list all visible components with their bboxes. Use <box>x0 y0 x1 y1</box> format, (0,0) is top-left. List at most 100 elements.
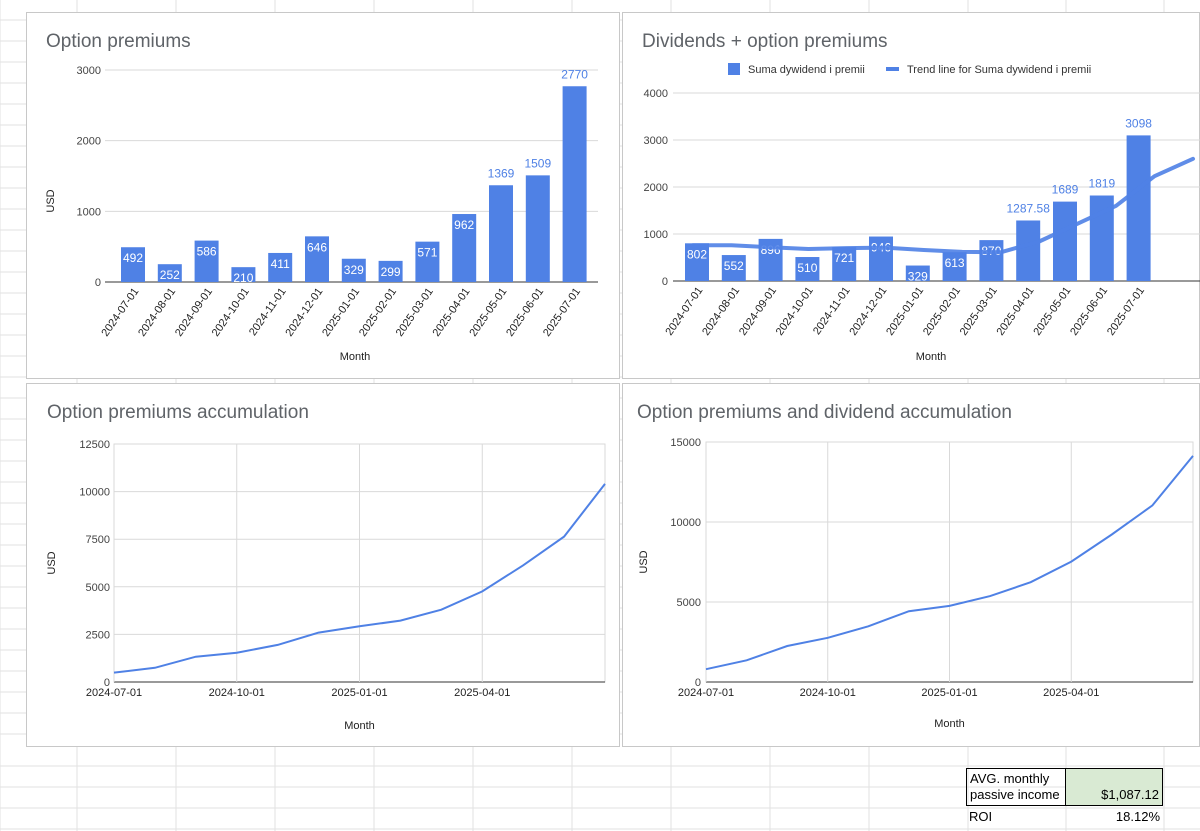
bar <box>1126 135 1151 281</box>
data-label: 1369 <box>488 166 515 180</box>
x-axis-label: Month <box>934 718 965 730</box>
x-tick-label: 2025-02-01 <box>921 285 963 338</box>
avg-income-label-cell[interactable]: AVG. monthly passive income <box>966 768 1066 806</box>
y-tick-label: 3000 <box>644 135 668 147</box>
y-tick-label: 0 <box>104 677 110 689</box>
bar <box>157 264 182 282</box>
x-tick-label: 2024-12-01 <box>283 286 325 339</box>
data-label: 1689 <box>1052 183 1079 197</box>
data-label: 646 <box>307 240 327 254</box>
trend-line <box>691 156 1195 255</box>
x-tick-label: 2025-04-01 <box>1043 687 1099 699</box>
bar <box>268 252 293 282</box>
data-label: 299 <box>381 265 401 279</box>
y-axis-label: USD <box>46 551 58 574</box>
x-axis-label: Month <box>344 720 375 732</box>
data-label: 613 <box>945 256 965 270</box>
y-axis-label: USD <box>45 189 57 212</box>
bar <box>525 175 550 282</box>
avg-income-value: $1,087.12 <box>1101 787 1159 802</box>
x-tick-label: 2025-05-01 <box>467 286 509 339</box>
y-tick-label: 12500 <box>79 439 110 451</box>
data-label: 802 <box>687 247 707 261</box>
data-label: 252 <box>160 268 180 282</box>
chart-title: Option premiums and dividend accumulatio… <box>637 402 1012 423</box>
data-label: 721 <box>834 251 854 265</box>
bar <box>562 86 587 283</box>
series-line <box>113 483 606 674</box>
data-label: 2770 <box>561 67 588 81</box>
x-tick-label: 2025-07-01 <box>1105 285 1147 338</box>
bar <box>685 243 709 281</box>
bar <box>231 267 256 282</box>
y-tick-label: 1000 <box>77 206 101 218</box>
bar <box>869 236 893 281</box>
y-tick-label: 2500 <box>86 629 110 641</box>
bar <box>378 260 403 282</box>
roi-label: ROI <box>969 809 993 824</box>
data-label: 552 <box>724 259 744 273</box>
roi-label-cell[interactable]: ROI <box>966 808 1066 826</box>
y-tick-label: 4000 <box>644 88 668 100</box>
data-label: 210 <box>233 271 253 285</box>
x-tick-label: 2024-10-01 <box>210 286 252 339</box>
bar <box>341 258 366 282</box>
x-tick-label: 2024-11-01 <box>811 285 853 337</box>
bar <box>721 255 746 281</box>
avg-income-label-line1: AVG. monthly <box>970 771 1050 786</box>
data-label: 962 <box>454 218 474 232</box>
chart-premiums-dividend-accumulation[interactable]: 0 5000 10000 15000 2024-07-01 2024-10-01 2025-… <box>622 383 1200 747</box>
data-label: 1509 <box>524 156 551 170</box>
legend-label: Suma dywidend i premii <box>748 64 865 76</box>
chart-dividends-plus-premiums[interactable]: 0 1000 2000 3000 4000 802 552 896 510 721 946 329 61… <box>622 12 1200 379</box>
option-premiums-bar-chart: 0 1000 2000 3000 USD 492 252 586 210 411 646 329 299… <box>45 65 598 363</box>
x-tick-label: 2025-01-01 <box>331 687 387 699</box>
x-tick-label: 2025-01-01 <box>921 687 977 699</box>
series-line <box>705 455 1194 671</box>
data-label: 492 <box>123 251 143 265</box>
roi-value-cell[interactable]: 18.12% <box>1065 808 1163 826</box>
y-tick-label: 2000 <box>77 136 101 148</box>
x-axis-label: Month <box>916 351 947 363</box>
x-tick-label: 2025-07-01 <box>541 286 583 339</box>
data-label: 510 <box>797 261 817 275</box>
x-tick-label: 2025-01-01 <box>320 286 362 339</box>
bar <box>795 257 820 281</box>
x-tick-label: 2024-09-01 <box>173 286 215 339</box>
x-tick-label: 2025-04-01 <box>454 687 510 699</box>
premiums-dividend-accumulation-line-chart: 0 5000 10000 15000 2024-07-01 2024-10-01 2025-… <box>638 437 1194 730</box>
x-tick-label: 2025-01-01 <box>884 285 926 338</box>
x-tick-label: 2025-05-01 <box>1031 285 1073 338</box>
x-tick-label: 2024-10-01 <box>209 687 265 699</box>
chart-option-premiums[interactable]: 0 1000 2000 3000 USD 492 252 586 210 411 646 329 299… <box>26 12 620 379</box>
x-tick-label: 2024-08-01 <box>700 285 742 338</box>
bar <box>489 185 513 282</box>
x-tick-label: 2025-06-01 <box>504 286 546 339</box>
chart-title: Option premiums accumulation <box>47 402 309 423</box>
data-label: 1287.58 <box>1007 201 1051 215</box>
roi-value: 18.12% <box>1115 809 1160 824</box>
x-tick-label: 2024-07-01 <box>678 687 734 699</box>
data-label: 1819 <box>1088 177 1115 191</box>
bar <box>305 236 329 282</box>
bar <box>832 247 857 281</box>
x-tick-label: 2024-08-01 <box>136 286 178 339</box>
x-tick-label: 2025-04-01 <box>431 286 473 339</box>
legend-label: Trend line for Suma dywidend i premii <box>907 64 1091 76</box>
avg-income-value-cell[interactable]: $1,087.12 <box>1065 768 1163 806</box>
x-tick-label: 2024-11-01 <box>247 286 289 338</box>
x-tick-label: 2024-07-01 <box>663 285 705 338</box>
y-tick-label: 10000 <box>79 487 110 499</box>
dividends-premiums-bar-chart: 0100020003000400080255289651072194632961… <box>644 63 1200 363</box>
bar <box>905 265 930 281</box>
x-tick-label: 2024-12-01 <box>847 285 889 338</box>
data-label: 3098 <box>1125 116 1152 130</box>
chart-premiums-accumulation[interactable]: 0 2500 5000 7500 10000 12500 2024-07-01 2024-10… <box>26 383 620 747</box>
data-label: 571 <box>417 246 437 260</box>
data-label: 329 <box>908 270 928 284</box>
legend-swatch-bars <box>728 63 740 75</box>
data-label: 586 <box>197 245 217 259</box>
y-tick-label: 7500 <box>86 534 110 546</box>
x-tick-label: 2025-06-01 <box>1068 285 1110 338</box>
premiums-accumulation-line-chart: 0 2500 5000 7500 10000 12500 2024-07-01 2024-10… <box>46 439 606 732</box>
